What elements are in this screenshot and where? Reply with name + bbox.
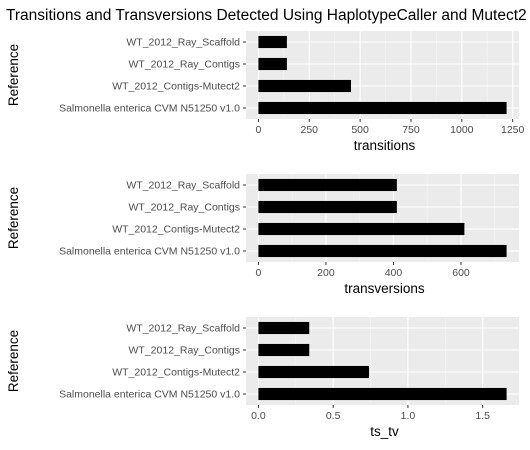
- x-tick-label: 750: [402, 124, 420, 136]
- x-tick-label: 1250: [501, 124, 525, 136]
- category-label: WT_2012_Ray_Scaffold: [126, 323, 240, 335]
- category-label: WT_2012_Ray_Contigs: [129, 59, 240, 71]
- bar-2: [258, 200, 397, 214]
- bar-2: [258, 343, 310, 357]
- y-axis-label: Reference: [6, 44, 21, 106]
- chart-panel-2: WT_2012_Ray_Scaffold WT_2012_Ray_Contigs W…: [6, 174, 519, 296]
- x-tick-label: 250: [301, 124, 319, 136]
- x-tick-label: 0.5: [326, 410, 341, 422]
- category-label: Salmonella enterica CVM N51250 v1.0: [59, 389, 240, 401]
- bar-1: [258, 178, 397, 192]
- bar-4: [258, 387, 507, 401]
- x-tick-label: 1.0: [401, 410, 416, 422]
- bar-2: [258, 57, 287, 71]
- x-axis-label: ts_tv: [370, 424, 399, 439]
- x-tick-label: 600: [452, 267, 470, 279]
- category-label: WT_2012_Ray_Scaffold: [126, 37, 240, 49]
- category-label: WT_2012_Ray_Contigs: [129, 202, 240, 214]
- x-tick-label: 0: [255, 124, 261, 136]
- bar-3: [258, 365, 370, 379]
- category-label: Salmonella enterica CVM N51250 v1.0: [59, 103, 240, 115]
- bar-3: [258, 79, 351, 93]
- category-label: WT_2012_Contigs-Mutect2: [112, 81, 240, 93]
- x-tick-label: 500: [351, 124, 369, 136]
- bar-1: [258, 321, 310, 335]
- x-axis-label: transitions: [354, 138, 416, 153]
- x-tick-label: 400: [385, 267, 403, 279]
- category-label: WT_2012_Contigs-Mutect2: [112, 367, 240, 379]
- chart-panel-1: WT_2012_Ray_Scaffold WT_2012_Ray_Contigs W…: [6, 31, 525, 153]
- chart-title: Transitions and Transversions Detected U…: [6, 7, 527, 24]
- x-tick-label: 0.0: [251, 410, 266, 422]
- x-tick-label: 1000: [450, 124, 474, 136]
- category-label: WT_2012_Contigs-Mutect2: [112, 224, 240, 236]
- chart-panel-3: WT_2012_Ray_Scaffold WT_2012_Ray_Contigs W…: [6, 317, 519, 439]
- bar-1: [258, 35, 287, 49]
- bar-4: [258, 244, 507, 258]
- x-tick-label: 200: [317, 267, 335, 279]
- category-label: WT_2012_Ray_Contigs: [129, 345, 240, 357]
- x-tick-label: 0: [255, 267, 261, 279]
- x-tick-label: 1.5: [475, 410, 490, 422]
- category-label: WT_2012_Ray_Scaffold: [126, 180, 240, 192]
- bar-4: [258, 101, 507, 115]
- y-axis-label: Reference: [6, 187, 21, 249]
- y-axis-label: Reference: [6, 330, 21, 392]
- x-axis-label: transversions: [344, 281, 425, 296]
- bar-3: [258, 222, 465, 236]
- category-label: Salmonella enterica CVM N51250 v1.0: [59, 246, 240, 258]
